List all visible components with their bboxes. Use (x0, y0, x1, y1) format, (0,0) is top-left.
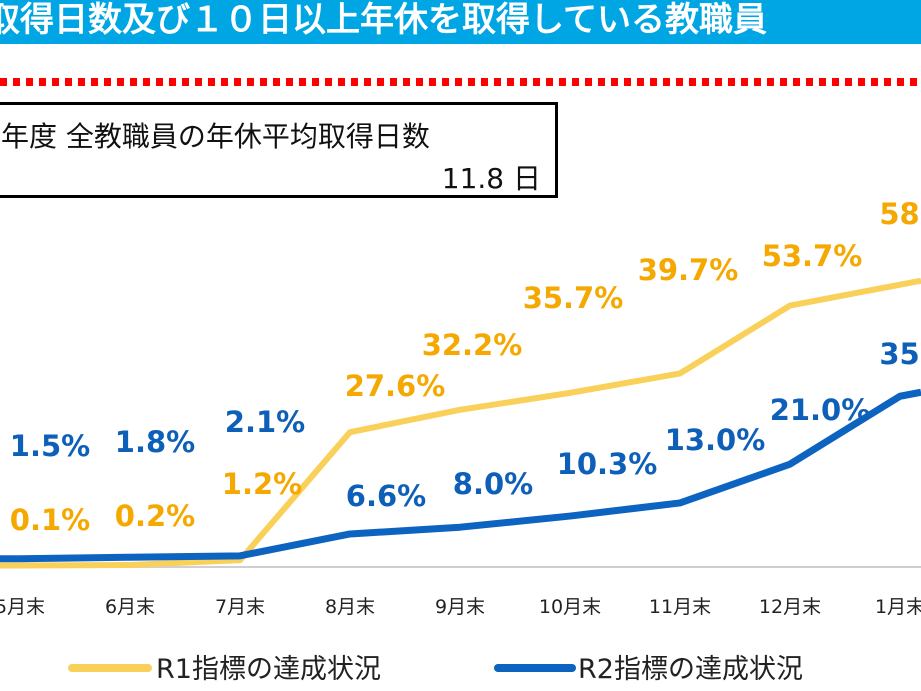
x-tick-label: 11月末 (649, 596, 711, 618)
x-tick-label: 7月末 (215, 596, 265, 618)
x-tick-label: 6月末 (105, 596, 155, 618)
legend-label-r1: R1指標の達成状況 (156, 654, 381, 685)
data-label: 58. (879, 197, 921, 231)
data-label: 39.7% (638, 253, 739, 287)
data-label: 2.1% (225, 405, 305, 439)
data-label: 0.2% (115, 499, 195, 533)
data-label: 1.5% (10, 429, 90, 463)
data-label: 35. (879, 337, 921, 371)
x-tick-label: 1月末 (875, 596, 921, 618)
chart-title-banner: 取得日数及び１０日以上年休を取得している教職員 (0, 0, 921, 44)
data-label: 8.0% (453, 467, 533, 501)
banner-title: 取得日数及び１０日以上年休を取得している教職員 (0, 0, 767, 40)
data-label: 53.7% (762, 239, 863, 273)
x-tick-label: 5月末 (0, 596, 45, 618)
red-dotted-divider (0, 78, 921, 86)
data-label: 0.1% (10, 503, 90, 537)
legend-label-r2: R2指標の達成状況 (578, 654, 803, 685)
data-label: 10.3% (557, 447, 658, 481)
x-tick-label: 9月末 (435, 596, 485, 618)
average-days-caption: 年度 全教職員の年休平均取得日数 (1, 120, 430, 153)
data-label: 27.6% (345, 369, 446, 403)
data-label: 6.6% (346, 479, 426, 513)
data-label: 13.0% (665, 423, 766, 457)
legend: R1指標の達成状況 R2指標の達成状況 (68, 654, 803, 685)
data-label: 21.0% (770, 393, 871, 427)
data-label: 1.8% (115, 425, 195, 459)
average-days-box: 年度 全教職員の年休平均取得日数 11.8 日 (0, 102, 558, 198)
data-label: 32.2% (422, 328, 523, 362)
x-tick-label: 12月末 (759, 596, 821, 618)
x-tick-label: 10月末 (539, 596, 601, 618)
x-tick-label: 8月末 (325, 596, 375, 618)
average-days-value: 11.8 日 (441, 162, 541, 195)
data-label: 35.7% (523, 281, 624, 315)
data-label: 1.2% (222, 467, 302, 501)
